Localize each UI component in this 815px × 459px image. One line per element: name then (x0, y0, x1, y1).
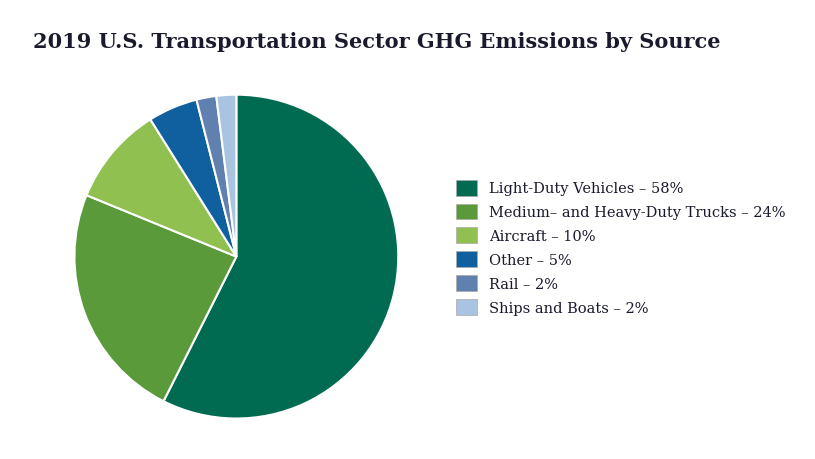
Wedge shape (196, 97, 236, 257)
Wedge shape (86, 120, 236, 257)
Wedge shape (74, 196, 236, 401)
Wedge shape (150, 101, 236, 257)
Legend: Light-Duty Vehicles – 58%, Medium– and Heavy-Duty Trucks – 24%, Aircraft – 10%, : Light-Duty Vehicles – 58%, Medium– and H… (456, 180, 786, 315)
Text: 2019 U.S. Transportation Sector GHG Emissions by Source: 2019 U.S. Transportation Sector GHG Emis… (33, 32, 720, 52)
Wedge shape (216, 95, 236, 257)
Wedge shape (164, 95, 399, 419)
